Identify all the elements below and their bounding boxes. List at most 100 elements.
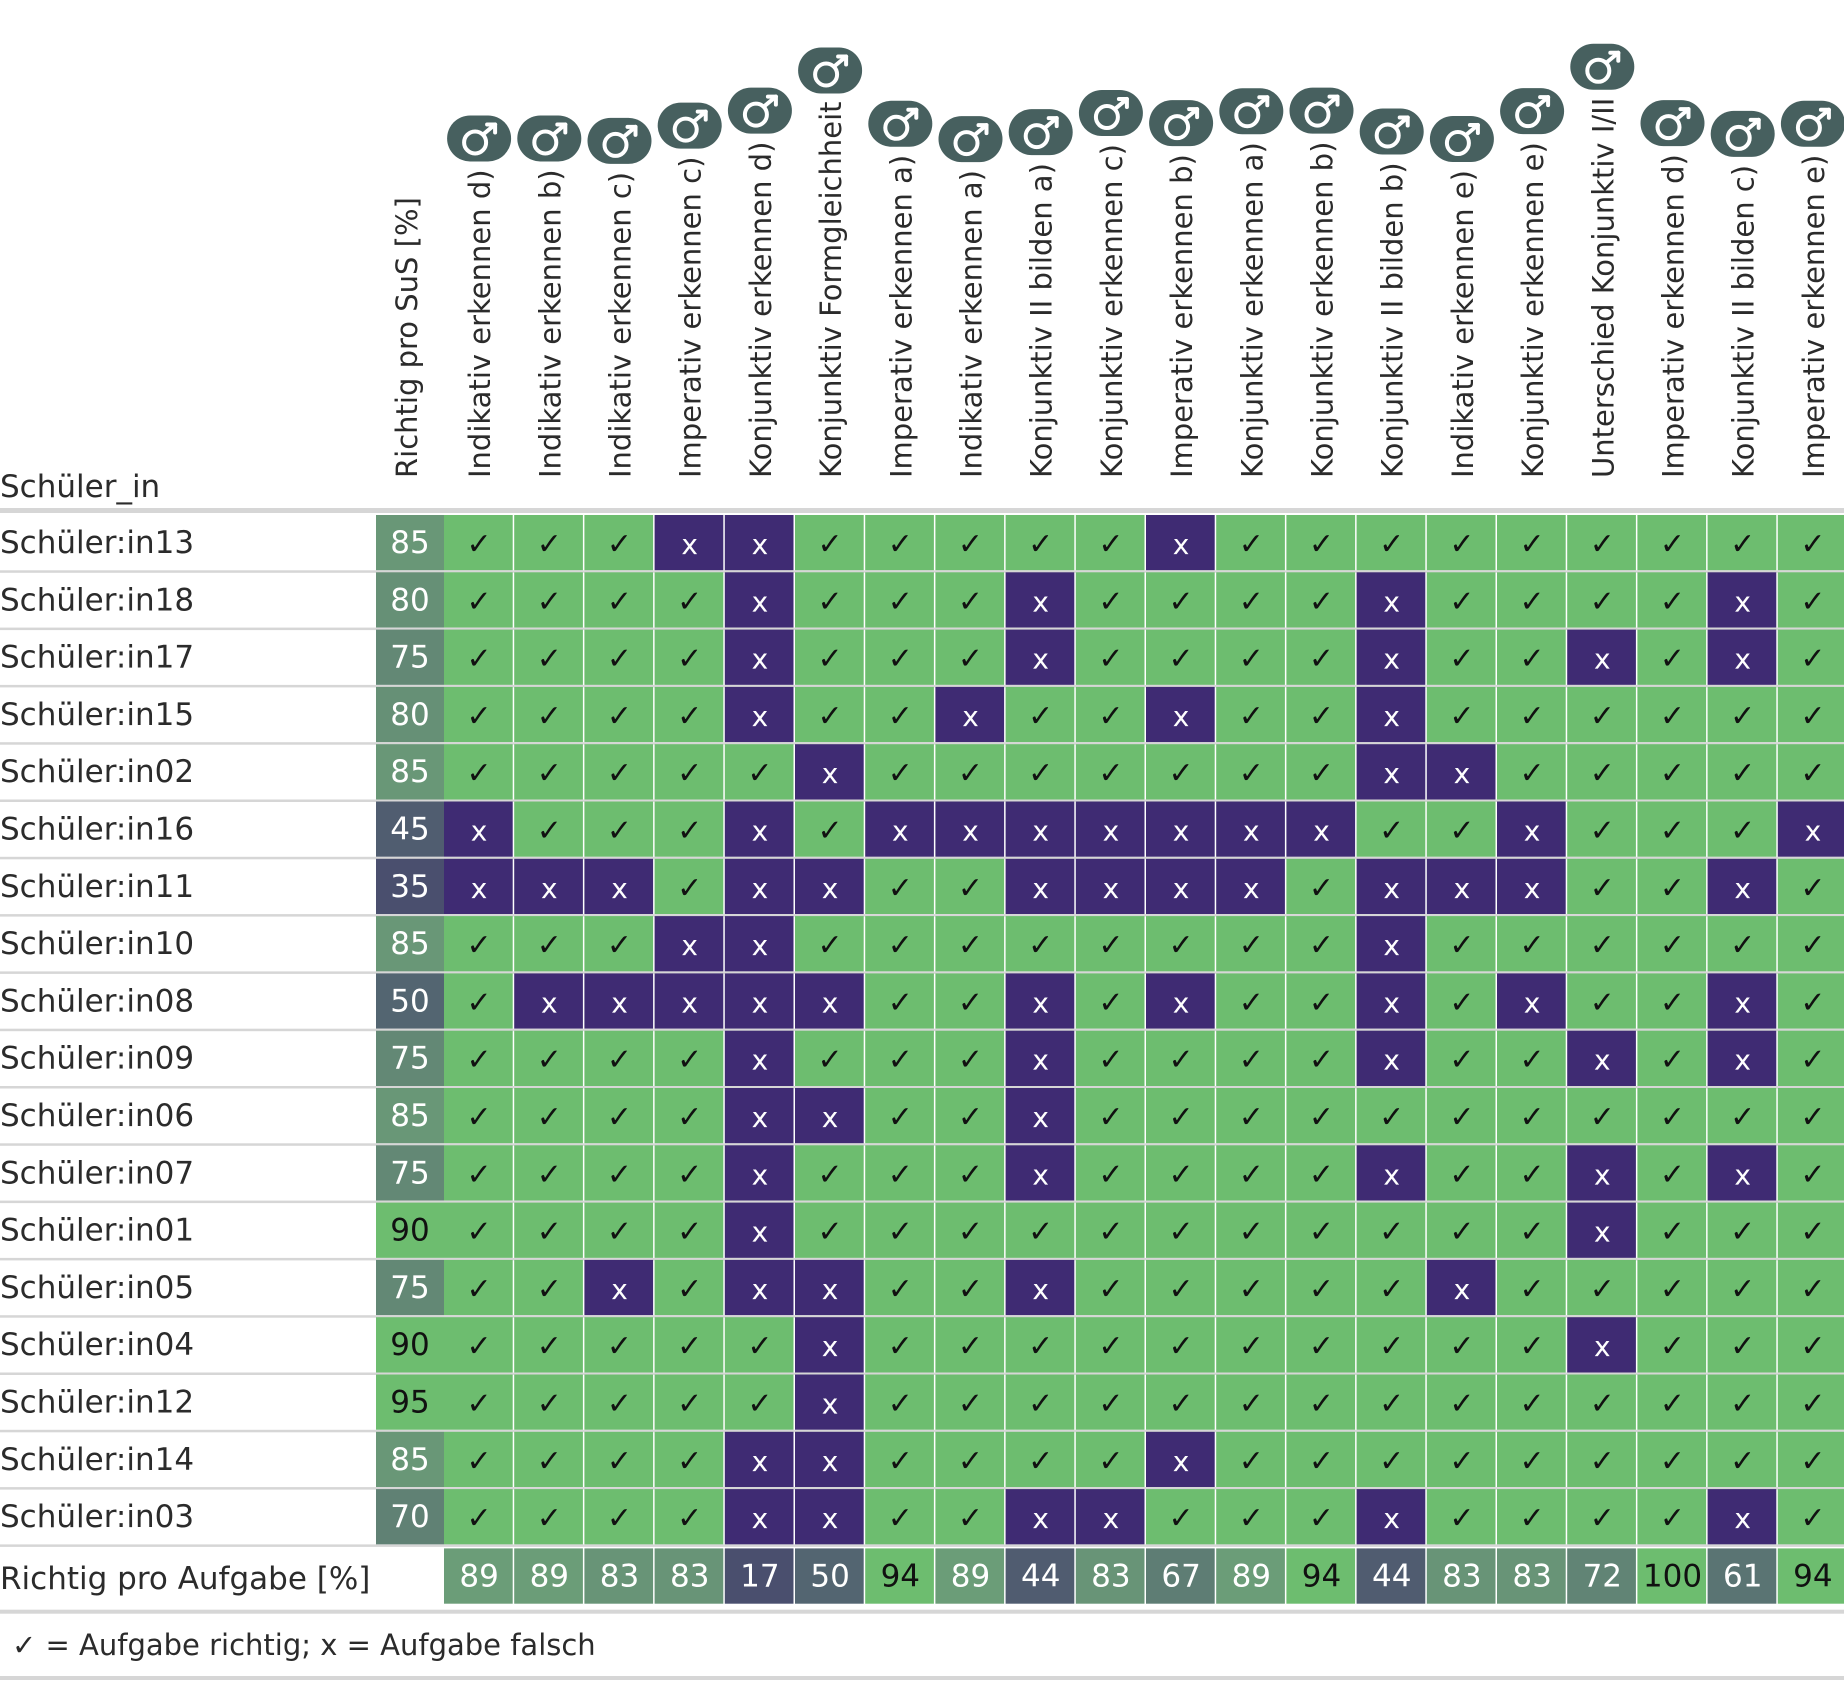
result-mark: ✓ [1800, 756, 1825, 791]
result-mark: ✓ [1660, 1329, 1685, 1364]
result-mark: x [541, 986, 558, 1019]
correct-cell [1637, 1431, 1707, 1488]
correct-cell [795, 515, 864, 571]
correct-cell [1426, 1145, 1496, 1201]
result-mark: x [752, 929, 769, 962]
task-percent-value: 83 [670, 1558, 709, 1594]
result-mark: ✓ [958, 928, 983, 963]
result-mark: ✓ [1520, 642, 1545, 677]
result-mark: ✓ [1169, 584, 1194, 619]
result-mark: x [1383, 986, 1400, 1019]
gender-symbol-icon [1640, 100, 1705, 147]
result-mark: x [1032, 1273, 1049, 1306]
row-divider [0, 1143, 1844, 1146]
correct-cell [1497, 515, 1566, 571]
result-mark: ✓ [1239, 756, 1264, 791]
student-name: Schüler:in14 [0, 1442, 194, 1478]
result-mark: ✓ [537, 1100, 562, 1135]
student-name: Schüler:in08 [0, 983, 194, 1019]
wrong-cell [1005, 1088, 1075, 1144]
student-name: Schüler:in17 [0, 640, 194, 676]
correct-cell [1286, 1489, 1356, 1545]
correct-cell [1356, 1259, 1426, 1316]
result-mark: ✓ [607, 928, 632, 963]
gender-symbol-icon [1008, 109, 1073, 156]
result-mark: ✓ [1800, 871, 1825, 906]
gender-symbol-icon [1219, 88, 1284, 135]
result-mark: ✓ [677, 699, 702, 734]
result-mark: ✓ [1379, 1387, 1404, 1422]
result-mark: x [1594, 1044, 1611, 1077]
student-name: Schüler:in04 [0, 1327, 194, 1363]
correct-cell [1286, 1088, 1356, 1144]
student-name: Schüler:in05 [0, 1270, 194, 1306]
correct-cell [1426, 973, 1496, 1029]
task-percent-cell [1286, 1548, 1356, 1604]
result-mark: ✓ [1800, 1329, 1825, 1364]
result-mark: ✓ [1660, 985, 1685, 1020]
student-percent-cell [376, 1317, 444, 1373]
correct-cell [654, 572, 724, 628]
correct-cell [1567, 572, 1636, 628]
result-mark: ✓ [677, 1444, 702, 1479]
correct-cell [1286, 1202, 1356, 1258]
result-mark: ✓ [1800, 1501, 1825, 1536]
table-row: Schüler:in01 90 ✓ ✓ ✓ ✓ x ✓ ✓ ✓ ✓ ✓ ✓ ✓ ✓ ✓ ✓ ✓ x ✓ ✓ ✓ [0, 1202, 1844, 1261]
correct-cell [1286, 1431, 1356, 1488]
result-mark: ✓ [1028, 699, 1053, 734]
correct-cell [1146, 1202, 1215, 1258]
result-mark: ✓ [1660, 642, 1685, 677]
result-mark: ✓ [888, 642, 913, 677]
correct-cell [444, 572, 513, 628]
correct-cell [1356, 1317, 1426, 1373]
result-mark: ✓ [1309, 1100, 1334, 1135]
task-percent-value: 89 [459, 1558, 498, 1594]
correct-cell [1777, 515, 1844, 571]
result-mark: ✓ [1449, 814, 1474, 849]
result-mark: ✓ [1590, 756, 1615, 791]
correct-cell [654, 1259, 724, 1316]
result-mark: ✓ [1239, 1387, 1264, 1422]
result-mark: ✓ [1520, 1272, 1545, 1307]
correct-cell [1005, 1431, 1075, 1488]
result-mark: x [822, 1388, 839, 1421]
correct-cell [795, 629, 864, 685]
table-row: Schüler:in10 85 ✓ ✓ ✓ x x ✓ ✓ ✓ ✓ ✓ ✓ ✓ ✓ x ✓ ✓ ✓ ✓ ✓ ✓ [0, 916, 1844, 974]
column-header: Konjunktiv II bilden b) [1376, 162, 1410, 478]
correct-cell [584, 1088, 654, 1144]
correct-cell [1567, 1431, 1636, 1488]
result-mark: ✓ [1730, 1444, 1755, 1479]
wrong-cell [1356, 572, 1426, 628]
student-percent-cell [376, 1202, 444, 1258]
result-mark: x [1103, 815, 1120, 848]
wrong-cell [1356, 858, 1426, 915]
wrong-cell [724, 1088, 794, 1144]
result-mark: x [752, 528, 769, 561]
result-mark: x [752, 1273, 769, 1306]
result-mark: x [1032, 1101, 1049, 1134]
result-mark: ✓ [818, 1157, 843, 1192]
correct-cell [584, 801, 654, 857]
correct-cell [935, 1431, 1005, 1488]
correct-cell [1075, 744, 1145, 800]
gender-symbol-icon [727, 87, 792, 134]
result-mark: ✓ [1239, 985, 1264, 1020]
result-mark: ✓ [958, 1272, 983, 1307]
result-mark: x [1805, 815, 1822, 848]
wrong-cell [1216, 801, 1285, 857]
result-mark: ✓ [888, 1272, 913, 1307]
result-mark: ✓ [1098, 928, 1123, 963]
student-percent-cell [376, 1431, 444, 1488]
result-mark: ✓ [1520, 584, 1545, 619]
student-percent-value: 70 [390, 1499, 429, 1535]
result-mark: ✓ [1309, 1043, 1334, 1078]
result-mark: x [752, 1502, 769, 1535]
result-mark: x [962, 815, 979, 848]
result-mark: ✓ [1169, 1100, 1194, 1135]
result-mark: ✓ [1239, 1157, 1264, 1192]
correct-cell [1426, 1088, 1496, 1144]
correct-cell [444, 629, 513, 685]
correct-cell [935, 1088, 1005, 1144]
result-mark: ✓ [888, 871, 913, 906]
correct-cell [1637, 1374, 1707, 1430]
